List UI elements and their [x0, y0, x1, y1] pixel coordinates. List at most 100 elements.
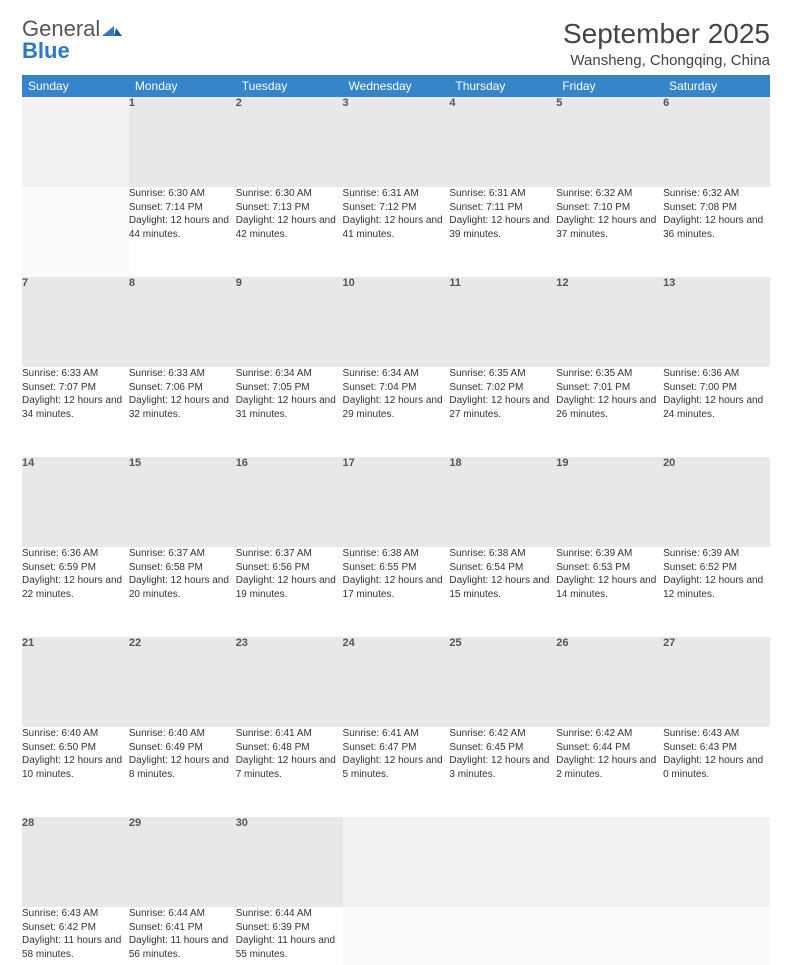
day-number: 23 — [236, 637, 343, 727]
logo-text: General Blue — [22, 18, 122, 62]
daylight-text: Daylight: 12 hours and 0 minutes. — [663, 754, 770, 781]
day-number — [663, 817, 770, 907]
sunrise-text: Sunrise: 6:41 AM — [343, 727, 450, 741]
sunrise-text: Sunrise: 6:40 AM — [129, 727, 236, 741]
day-number: 15 — [129, 457, 236, 547]
day-details — [343, 907, 450, 965]
day-number: 16 — [236, 457, 343, 547]
detail-row: Sunrise: 6:40 AMSunset: 6:50 PMDaylight:… — [22, 727, 770, 817]
daylight-text: Daylight: 12 hours and 32 minutes. — [129, 394, 236, 421]
sunrise-text: Sunrise: 6:32 AM — [556, 187, 663, 201]
weekday-header: Saturday — [663, 75, 770, 97]
daylight-text: Daylight: 12 hours and 42 minutes. — [236, 214, 343, 241]
daynum-row: 282930 — [22, 817, 770, 907]
day-details: Sunrise: 6:44 AMSunset: 6:39 PMDaylight:… — [236, 907, 343, 965]
day-details: Sunrise: 6:39 AMSunset: 6:52 PMDaylight:… — [663, 547, 770, 637]
sunrise-text: Sunrise: 6:34 AM — [343, 367, 450, 381]
detail-row: Sunrise: 6:30 AMSunset: 7:14 PMDaylight:… — [22, 187, 770, 277]
day-details — [449, 907, 556, 965]
weekday-header-row: Sunday Monday Tuesday Wednesday Thursday… — [22, 75, 770, 97]
sunset-text: Sunset: 6:52 PM — [663, 561, 770, 575]
daylight-text: Daylight: 12 hours and 20 minutes. — [129, 574, 236, 601]
daylight-text: Daylight: 12 hours and 14 minutes. — [556, 574, 663, 601]
detail-row: Sunrise: 6:33 AMSunset: 7:07 PMDaylight:… — [22, 367, 770, 457]
sunrise-text: Sunrise: 6:37 AM — [129, 547, 236, 561]
sunrise-text: Sunrise: 6:39 AM — [556, 547, 663, 561]
day-number: 5 — [556, 97, 663, 187]
day-number: 21 — [22, 637, 129, 727]
daylight-text: Daylight: 12 hours and 8 minutes. — [129, 754, 236, 781]
sunset-text: Sunset: 6:50 PM — [22, 741, 129, 755]
day-number: 29 — [129, 817, 236, 907]
weekday-header: Friday — [556, 75, 663, 97]
sunrise-text: Sunrise: 6:38 AM — [449, 547, 556, 561]
day-number: 7 — [22, 277, 129, 367]
sunrise-text: Sunrise: 6:43 AM — [663, 727, 770, 741]
sunset-text: Sunset: 7:02 PM — [449, 381, 556, 395]
daylight-text: Daylight: 12 hours and 36 minutes. — [663, 214, 770, 241]
sunset-text: Sunset: 6:42 PM — [22, 921, 129, 935]
day-number: 9 — [236, 277, 343, 367]
day-details: Sunrise: 6:30 AMSunset: 7:13 PMDaylight:… — [236, 187, 343, 277]
day-number: 25 — [449, 637, 556, 727]
day-details: Sunrise: 6:35 AMSunset: 7:02 PMDaylight:… — [449, 367, 556, 457]
daylight-text: Daylight: 12 hours and 15 minutes. — [449, 574, 556, 601]
weekday-header: Thursday — [449, 75, 556, 97]
sunset-text: Sunset: 7:11 PM — [449, 201, 556, 215]
sunrise-text: Sunrise: 6:39 AM — [663, 547, 770, 561]
daylight-text: Daylight: 11 hours and 56 minutes. — [129, 934, 236, 961]
day-details: Sunrise: 6:30 AMSunset: 7:14 PMDaylight:… — [129, 187, 236, 277]
day-number: 13 — [663, 277, 770, 367]
day-number — [343, 817, 450, 907]
sunset-text: Sunset: 6:58 PM — [129, 561, 236, 575]
sunrise-text: Sunrise: 6:37 AM — [236, 547, 343, 561]
sunset-text: Sunset: 7:00 PM — [663, 381, 770, 395]
day-number: 26 — [556, 637, 663, 727]
sunrise-text: Sunrise: 6:41 AM — [236, 727, 343, 741]
location-label: Wansheng, Chongqing, China — [563, 52, 770, 69]
day-details: Sunrise: 6:37 AMSunset: 6:56 PMDaylight:… — [236, 547, 343, 637]
sunset-text: Sunset: 7:06 PM — [129, 381, 236, 395]
day-number: 8 — [129, 277, 236, 367]
day-number: 6 — [663, 97, 770, 187]
day-number: 2 — [236, 97, 343, 187]
day-details: Sunrise: 6:31 AMSunset: 7:12 PMDaylight:… — [343, 187, 450, 277]
daylight-text: Daylight: 12 hours and 34 minutes. — [22, 394, 129, 421]
daynum-row: 14151617181920 — [22, 457, 770, 547]
daylight-text: Daylight: 11 hours and 55 minutes. — [236, 934, 343, 961]
sunset-text: Sunset: 7:04 PM — [343, 381, 450, 395]
daylight-text: Daylight: 11 hours and 58 minutes. — [22, 934, 129, 961]
sunrise-text: Sunrise: 6:34 AM — [236, 367, 343, 381]
sunrise-text: Sunrise: 6:38 AM — [343, 547, 450, 561]
daylight-text: Daylight: 12 hours and 44 minutes. — [129, 214, 236, 241]
title-block: September 2025 Wansheng, Chongqing, Chin… — [563, 18, 770, 69]
daylight-text: Daylight: 12 hours and 17 minutes. — [343, 574, 450, 601]
sunset-text: Sunset: 7:01 PM — [556, 381, 663, 395]
day-number: 12 — [556, 277, 663, 367]
day-number: 17 — [343, 457, 450, 547]
sunset-text: Sunset: 6:56 PM — [236, 561, 343, 575]
daylight-text: Daylight: 12 hours and 10 minutes. — [22, 754, 129, 781]
sunrise-text: Sunrise: 6:35 AM — [556, 367, 663, 381]
sunrise-text: Sunrise: 6:44 AM — [129, 907, 236, 921]
daynum-row: 78910111213 — [22, 277, 770, 367]
day-details: Sunrise: 6:31 AMSunset: 7:11 PMDaylight:… — [449, 187, 556, 277]
daylight-text: Daylight: 12 hours and 22 minutes. — [22, 574, 129, 601]
detail-row: Sunrise: 6:43 AMSunset: 6:42 PMDaylight:… — [22, 907, 770, 965]
day-number: 24 — [343, 637, 450, 727]
weekday-header: Monday — [129, 75, 236, 97]
detail-row: Sunrise: 6:36 AMSunset: 6:59 PMDaylight:… — [22, 547, 770, 637]
day-details: Sunrise: 6:40 AMSunset: 6:50 PMDaylight:… — [22, 727, 129, 817]
day-details: Sunrise: 6:34 AMSunset: 7:05 PMDaylight:… — [236, 367, 343, 457]
day-number — [449, 817, 556, 907]
day-details: Sunrise: 6:36 AMSunset: 6:59 PMDaylight:… — [22, 547, 129, 637]
day-details: Sunrise: 6:43 AMSunset: 6:43 PMDaylight:… — [663, 727, 770, 817]
daylight-text: Daylight: 12 hours and 26 minutes. — [556, 394, 663, 421]
day-details: Sunrise: 6:33 AMSunset: 7:07 PMDaylight:… — [22, 367, 129, 457]
day-number: 22 — [129, 637, 236, 727]
daynum-row: 21222324252627 — [22, 637, 770, 727]
day-details: Sunrise: 6:41 AMSunset: 6:48 PMDaylight:… — [236, 727, 343, 817]
day-number: 20 — [663, 457, 770, 547]
sunset-text: Sunset: 6:44 PM — [556, 741, 663, 755]
sunrise-text: Sunrise: 6:31 AM — [343, 187, 450, 201]
